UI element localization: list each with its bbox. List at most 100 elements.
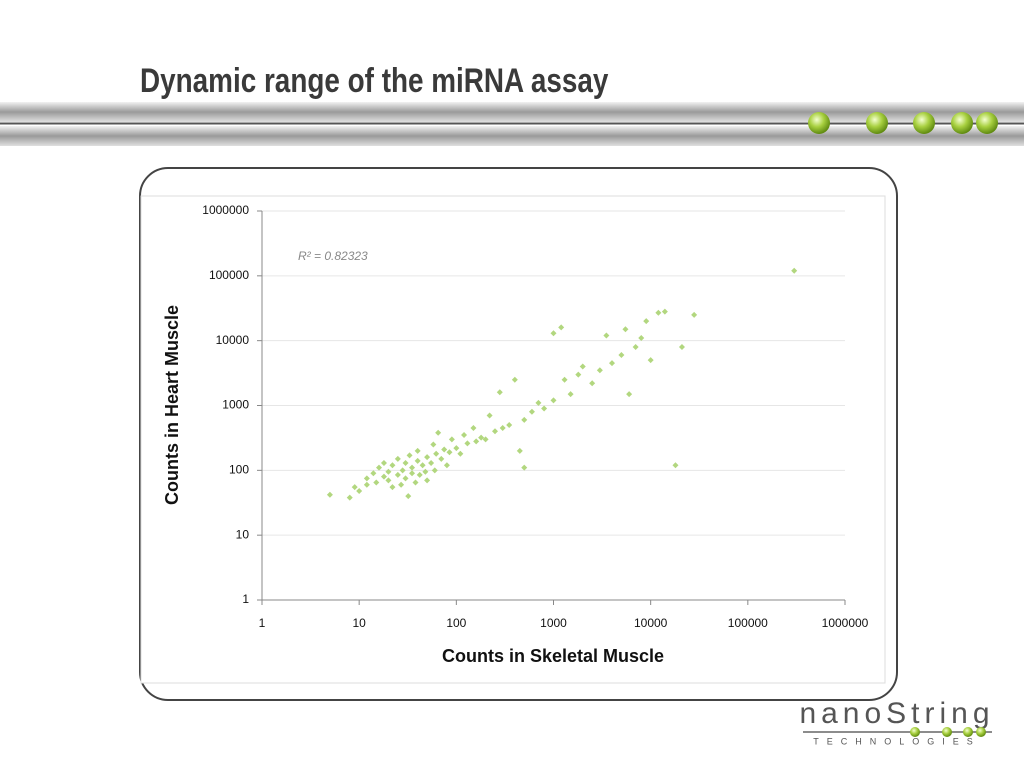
point [389, 484, 396, 491]
y-tick-label: 10 [236, 527, 250, 541]
point [326, 491, 333, 498]
point [373, 479, 380, 486]
point [385, 468, 392, 475]
plot-panel [140, 195, 886, 684]
point [491, 428, 498, 435]
point [473, 438, 480, 445]
point [561, 376, 568, 383]
point [446, 449, 453, 456]
point [558, 324, 565, 331]
point [511, 376, 518, 383]
x-tick-label: 10 [352, 616, 366, 630]
point [647, 357, 654, 364]
y-tick-label: 100 [229, 463, 249, 477]
point [402, 459, 409, 466]
point [528, 408, 535, 415]
point [428, 459, 435, 466]
point [435, 429, 442, 436]
point [470, 424, 477, 431]
slide-title: Dynamic range of the miRNA assay [140, 62, 609, 100]
point [672, 462, 679, 469]
point [414, 447, 421, 454]
annotation: R² = 0.82323 [298, 249, 368, 263]
logo-balls [910, 727, 986, 737]
point [380, 473, 387, 480]
point [550, 330, 557, 337]
point [643, 318, 650, 325]
y-tick-label: 100000 [209, 268, 249, 282]
point [486, 412, 493, 419]
x-axis-title: Counts in Skeletal Muscle [442, 646, 664, 666]
point [496, 389, 503, 396]
y-tick-label: 10000 [216, 333, 250, 347]
y-axis-title: Counts in Heart Muscle [162, 305, 182, 505]
point [409, 464, 416, 471]
point [461, 432, 468, 439]
point [678, 343, 685, 350]
point [422, 468, 429, 475]
logo-tagline: TECHNOLOGIES [813, 736, 981, 746]
point [499, 424, 506, 431]
point [363, 481, 370, 488]
x-tick-label: 100 [446, 616, 466, 630]
y-tick-label: 1000000 [202, 203, 249, 217]
point [521, 416, 528, 423]
point [655, 309, 662, 316]
header-balls [808, 112, 998, 134]
header-band [0, 102, 1024, 122]
x-tick-label: 100000 [728, 616, 768, 630]
point [424, 454, 431, 461]
point [632, 343, 639, 350]
point [622, 326, 629, 333]
point [414, 457, 421, 464]
point [419, 462, 426, 469]
point [453, 445, 460, 452]
y-tick-label: 1000 [222, 398, 249, 412]
point [535, 399, 542, 406]
x-tick-label: 10000 [634, 616, 668, 630]
point [550, 397, 557, 404]
point [521, 464, 528, 471]
point [448, 436, 455, 443]
y-tick-label: 1 [242, 592, 249, 606]
point [596, 367, 603, 374]
point [376, 464, 383, 471]
point [380, 459, 387, 466]
point [464, 440, 471, 447]
point [482, 436, 489, 443]
point [609, 360, 616, 367]
point [516, 447, 523, 454]
point [579, 363, 586, 370]
point [638, 334, 645, 341]
point [433, 450, 440, 457]
point [626, 391, 633, 398]
point [441, 446, 448, 453]
point [389, 462, 396, 469]
point [438, 455, 445, 462]
point [575, 371, 582, 378]
x-tick-label: 1 [259, 616, 266, 630]
point [589, 380, 596, 387]
point [363, 475, 370, 482]
x-tick-label: 1000 [540, 616, 567, 630]
point [431, 467, 438, 474]
point [567, 391, 574, 398]
point [399, 467, 406, 474]
point [351, 484, 358, 491]
point [661, 308, 668, 315]
point [457, 450, 464, 457]
logo-name: nanoString [799, 697, 994, 730]
point [443, 462, 450, 469]
header-band [0, 126, 1024, 146]
point [370, 470, 377, 477]
point [506, 422, 513, 429]
point [346, 494, 353, 501]
point [416, 471, 423, 478]
point [430, 441, 437, 448]
x-tick-label: 1000000 [822, 616, 869, 630]
point [405, 493, 412, 500]
point [394, 471, 401, 478]
point [541, 405, 548, 412]
